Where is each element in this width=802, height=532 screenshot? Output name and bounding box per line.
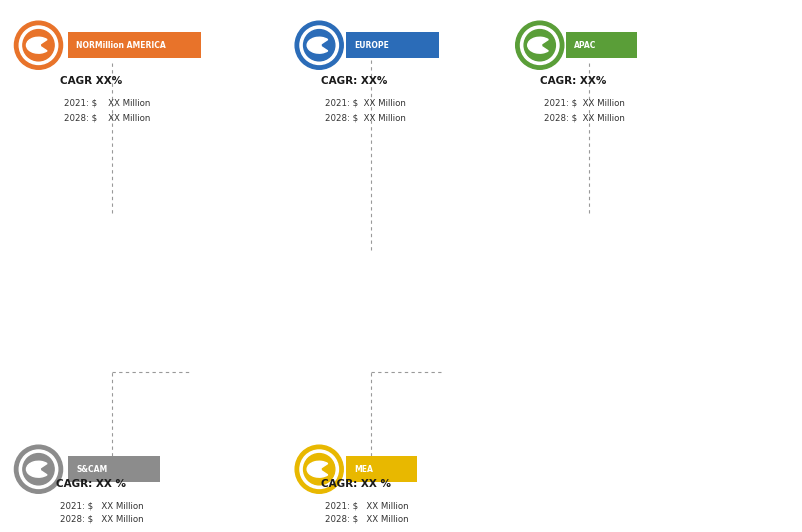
Ellipse shape: [19, 450, 58, 488]
Text: CAGR: XX%: CAGR: XX%: [540, 76, 606, 86]
Circle shape: [37, 44, 40, 46]
Text: APAC: APAC: [574, 41, 597, 49]
FancyBboxPatch shape: [346, 456, 417, 482]
Text: NORMillion AMERICA: NORMillion AMERICA: [76, 41, 166, 49]
Ellipse shape: [19, 26, 58, 64]
FancyBboxPatch shape: [68, 456, 160, 482]
Text: 2021: $   XX Million: 2021: $ XX Million: [60, 501, 144, 510]
Wedge shape: [307, 461, 328, 477]
Text: 2021: $  XX Million: 2021: $ XX Million: [544, 98, 625, 107]
FancyBboxPatch shape: [346, 32, 439, 58]
Circle shape: [318, 468, 321, 470]
Text: CAGR XX%: CAGR XX%: [60, 76, 123, 86]
Text: CAGR: XX %: CAGR: XX %: [321, 479, 391, 489]
FancyBboxPatch shape: [566, 32, 637, 58]
Ellipse shape: [525, 30, 555, 61]
Ellipse shape: [516, 21, 564, 69]
Circle shape: [37, 468, 40, 470]
Ellipse shape: [14, 21, 63, 69]
Text: 2028: $   XX Million: 2028: $ XX Million: [60, 514, 144, 523]
Circle shape: [538, 44, 541, 46]
Ellipse shape: [300, 450, 338, 488]
Ellipse shape: [295, 445, 343, 493]
Circle shape: [318, 44, 321, 46]
Text: CAGR: XX%: CAGR: XX%: [321, 76, 387, 86]
Text: 2021: $   XX Million: 2021: $ XX Million: [325, 501, 408, 510]
Text: CAGR: XX %: CAGR: XX %: [56, 479, 126, 489]
Text: MEA: MEA: [354, 465, 374, 473]
FancyBboxPatch shape: [68, 32, 200, 58]
Text: 2028: $   XX Million: 2028: $ XX Million: [325, 514, 408, 523]
Text: S&CAM: S&CAM: [76, 465, 107, 473]
Ellipse shape: [23, 454, 55, 485]
Text: EUROPE: EUROPE: [354, 41, 389, 49]
Ellipse shape: [14, 445, 63, 493]
Ellipse shape: [303, 454, 335, 485]
Ellipse shape: [23, 30, 55, 61]
Ellipse shape: [295, 21, 343, 69]
Ellipse shape: [303, 30, 335, 61]
Ellipse shape: [300, 26, 338, 64]
Text: 2021: $    XX Million: 2021: $ XX Million: [64, 98, 151, 107]
Text: 2028: $  XX Million: 2028: $ XX Million: [544, 113, 625, 122]
Wedge shape: [26, 461, 47, 477]
Ellipse shape: [520, 26, 559, 64]
Text: 2028: $    XX Million: 2028: $ XX Million: [64, 113, 151, 122]
Text: 2021: $  XX Million: 2021: $ XX Million: [325, 98, 406, 107]
Text: 2028: $  XX Million: 2028: $ XX Million: [325, 113, 406, 122]
Wedge shape: [26, 37, 47, 53]
Wedge shape: [307, 37, 328, 53]
Wedge shape: [528, 37, 549, 53]
